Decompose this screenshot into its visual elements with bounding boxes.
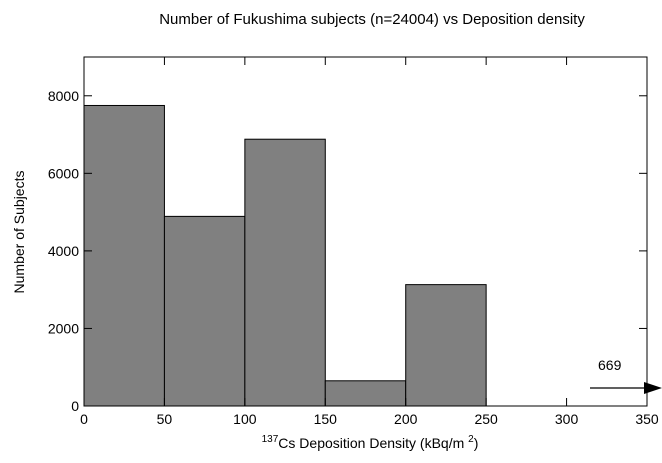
- y-tick-label: 6000: [48, 165, 79, 181]
- bar: [163, 215, 246, 407]
- y-tick-label: 0: [71, 398, 79, 414]
- overflow-label: 669: [598, 357, 622, 373]
- x-axis-label: 137Cs Deposition Density (kBq/m 2): [262, 434, 479, 451]
- plot-frame: [83, 56, 648, 407]
- x-tick-label: 0: [80, 411, 88, 427]
- x-tick-label: 300: [555, 411, 579, 427]
- x-tick-label: 50: [157, 411, 173, 427]
- bar: [324, 380, 407, 407]
- x-tick-label: 150: [314, 411, 338, 427]
- overflow-arrowhead: [644, 382, 662, 394]
- chart-title: Number of Fukushima subjects (n=24004) v…: [159, 11, 585, 28]
- y-axis-label: Number of Subjects: [11, 171, 27, 294]
- x-label-text: ): [474, 435, 479, 451]
- x-label-text: Cs Deposition Density (kBq/m: [278, 435, 468, 451]
- bar: [83, 104, 165, 407]
- x-label-sup: 137: [262, 434, 279, 445]
- x-tick-label: 200: [394, 411, 418, 427]
- x-tick-label: 100: [233, 411, 257, 427]
- x-tick-label: 350: [635, 411, 659, 427]
- x-tick-label: 250: [474, 411, 498, 427]
- y-tick-label: 4000: [48, 243, 79, 259]
- bar: [405, 284, 487, 407]
- x-label-sup: 2: [468, 434, 474, 445]
- bar: [244, 138, 326, 407]
- y-tick-label: 8000: [48, 88, 79, 104]
- y-tick-label: 2000: [48, 320, 79, 336]
